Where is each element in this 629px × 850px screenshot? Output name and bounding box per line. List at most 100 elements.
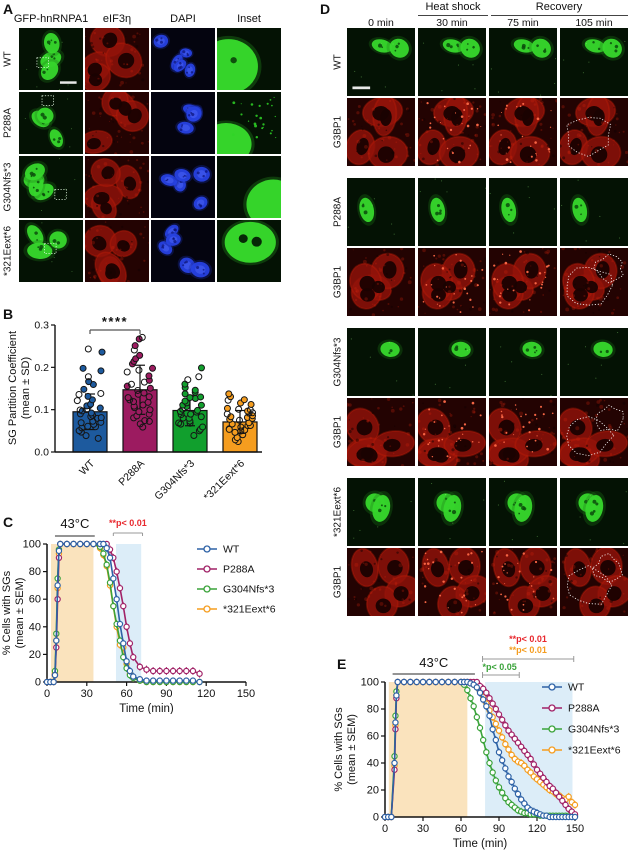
- micro-d-r6c0: [347, 478, 415, 546]
- svg-text:90: 90: [160, 688, 172, 700]
- svg-text:****: ****: [102, 314, 128, 329]
- micro-a-r3c0: [19, 220, 83, 282]
- panel-d-row-label-3: G3BP1: [332, 265, 344, 299]
- svg-text:0: 0: [373, 812, 379, 824]
- svg-text:*321Eext*6: *321Eext*6: [201, 458, 247, 504]
- panel-a-col-header-inset: Inset: [237, 13, 261, 25]
- svg-text:(mean ± SEM): (mean ± SEM): [346, 714, 358, 785]
- svg-text:80: 80: [367, 704, 379, 716]
- svg-text:20: 20: [29, 649, 41, 661]
- svg-text:G304Nfs*3: G304Nfs*3: [223, 584, 275, 596]
- panel-d-row-label-4: G304Nfs*3: [332, 337, 344, 387]
- panel-d-time-105: 105 min: [575, 17, 613, 29]
- micro-a-r3c3: [217, 220, 281, 282]
- micro-d-r3c1: [418, 248, 486, 316]
- panel-a-row-label-321e: *321Eext*6: [2, 225, 14, 277]
- svg-text:150: 150: [237, 688, 255, 700]
- panel-d-label: D: [320, 1, 331, 17]
- panel-e-label: E: [337, 656, 347, 672]
- micro-d-r1c1: [418, 98, 486, 166]
- svg-text:Time (min): Time (min): [119, 703, 174, 714]
- panel-b-label: B: [3, 306, 14, 322]
- svg-text:43°C: 43°C: [419, 655, 448, 670]
- panel-d-row-label-7: G3BP1: [332, 565, 344, 599]
- svg-text:30: 30: [417, 823, 429, 835]
- svg-text:**p< 0.01: **p< 0.01: [109, 518, 147, 528]
- svg-text:43°C: 43°C: [60, 516, 89, 531]
- legend-item-p288a: P288A: [542, 703, 600, 715]
- svg-text:**p< 0.01: **p< 0.01: [509, 645, 547, 655]
- micro-a-r1c1: [85, 92, 149, 154]
- legend-item-321eext6: *321Eext*6: [542, 745, 621, 757]
- micro-d-r7c1: [418, 548, 486, 616]
- legend-item-g304nfs3: G304Nfs*3: [542, 724, 620, 736]
- svg-text:120: 120: [528, 823, 546, 835]
- svg-text:WT: WT: [568, 682, 585, 694]
- heatshock-underline: [418, 15, 488, 16]
- micro-d-r4c0: [347, 328, 415, 396]
- micro-d-r6c3: [560, 478, 628, 546]
- micro-d-r5c2: [489, 398, 557, 466]
- micro-a-r2c3: [217, 156, 281, 218]
- panel-d-row-label-6: *321Eext*6: [332, 486, 344, 538]
- svg-text:60: 60: [120, 688, 132, 700]
- panel-d-phase-heatshock: Heat shock: [425, 1, 481, 13]
- svg-text:60: 60: [29, 594, 41, 606]
- svg-text:120: 120: [197, 688, 215, 700]
- svg-text:0: 0: [44, 688, 50, 700]
- legend-item-321eext6: *321Eext*6: [197, 604, 276, 616]
- micro-d-r4c1: [418, 328, 486, 396]
- panel-d-row-label-2: P288A: [332, 196, 344, 228]
- micro-d-r5c0: [347, 398, 415, 466]
- micro-d-r0c3: [560, 28, 628, 96]
- panel-d-row-label-5: G3BP1: [332, 415, 344, 449]
- micro-d-r3c2: [489, 248, 557, 316]
- panel-a-label: A: [3, 1, 14, 17]
- svg-text:80: 80: [29, 566, 41, 578]
- svg-text:0.3: 0.3: [34, 320, 49, 332]
- panel-a-col-header-gfp: GFP-hnRNPA1: [13, 13, 89, 25]
- legend-item-wt: WT: [542, 682, 585, 694]
- svg-text:0.2: 0.2: [34, 362, 49, 374]
- micro-d-r5c3: [560, 398, 628, 466]
- panel-a-col-header-eif3: eIF3η: [102, 13, 132, 25]
- micro-d-r5c1: [418, 398, 486, 466]
- micro-d-r7c0: [347, 548, 415, 616]
- panel-d-time-30: 30 min: [436, 17, 468, 29]
- svg-text:150: 150: [566, 823, 584, 835]
- svg-text:40: 40: [29, 621, 41, 633]
- svg-text:WT: WT: [223, 544, 240, 556]
- svg-text:30: 30: [81, 688, 93, 700]
- svg-text:40: 40: [367, 758, 379, 770]
- svg-text:60: 60: [367, 731, 379, 743]
- panel-c-plot: 43°C **p< 0.01 0 30 60 90 120 150 0 20 40 60 80 100 Ti…: [1, 516, 276, 714]
- svg-text:*321Eext*6: *321Eext*6: [568, 745, 621, 757]
- micro-d-r4c3: [560, 328, 628, 396]
- svg-text:60: 60: [455, 823, 467, 835]
- panel-d-phase-recovery: Recovery: [535, 1, 583, 13]
- svg-text:(mean ± SD): (mean ± SD): [20, 357, 32, 419]
- panel-a-row-label-wt: WT: [2, 51, 14, 67]
- svg-text:SG Partition Coefficient: SG Partition Coefficient: [7, 331, 19, 445]
- panel-d-row-label-0: WT: [332, 54, 344, 70]
- svg-text:0.1: 0.1: [34, 404, 49, 416]
- svg-text:P288A: P288A: [568, 703, 600, 715]
- panel-e-plot: 43°C **p< 0.01**p< 0.01 *p< 0.05 0 30 60 90 120…: [333, 634, 621, 850]
- micro-a-r0c3: [217, 28, 281, 90]
- micro-d-r1c0: [347, 98, 415, 166]
- svg-text:*p< 0.05: *p< 0.05: [483, 662, 517, 672]
- svg-text:WT: WT: [77, 457, 97, 477]
- panel-d-row-label-1: G3BP1: [332, 115, 344, 149]
- panel-c-label: C: [3, 514, 14, 530]
- svg-text:P288A: P288A: [223, 564, 255, 576]
- micro-a-r1c2: [151, 92, 215, 154]
- panel-a-col-header-dapi: DAPI: [170, 13, 196, 25]
- svg-text:0.0: 0.0: [34, 447, 49, 459]
- micro-d-r2c3: [560, 178, 628, 246]
- svg-text:0: 0: [35, 677, 41, 689]
- micro-a-r1c3: [217, 92, 281, 154]
- svg-text:20: 20: [367, 785, 379, 797]
- svg-text:G304Nfs*3: G304Nfs*3: [152, 458, 197, 503]
- svg-text:100: 100: [361, 677, 379, 689]
- micro-d-r1c2: [489, 98, 557, 166]
